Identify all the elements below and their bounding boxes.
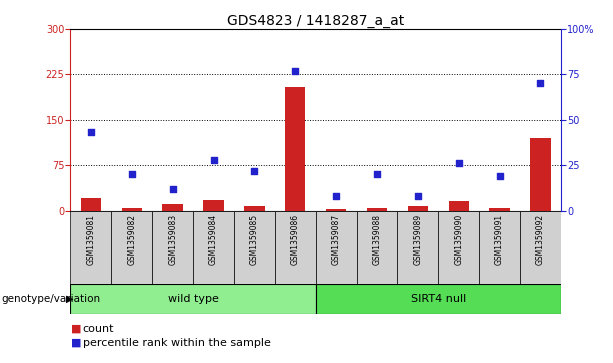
Text: SIRT4 null: SIRT4 null: [411, 294, 466, 304]
Text: GSM1359083: GSM1359083: [168, 213, 177, 265]
Bar: [193, 211, 234, 285]
Text: GSM1359087: GSM1359087: [332, 213, 341, 265]
Point: [413, 193, 423, 199]
Bar: [275, 211, 316, 285]
Text: GSM1359089: GSM1359089: [413, 213, 422, 265]
Text: GSM1359081: GSM1359081: [86, 213, 96, 265]
Bar: [357, 211, 397, 285]
Text: wild type: wild type: [168, 294, 218, 304]
Text: GSM1359090: GSM1359090: [454, 213, 463, 265]
Text: ▶: ▶: [66, 294, 74, 304]
Text: count: count: [83, 323, 114, 334]
Point: [208, 157, 218, 163]
Bar: [489, 208, 510, 211]
Bar: [81, 199, 101, 211]
Point: [331, 193, 341, 199]
Text: GSM1359092: GSM1359092: [536, 213, 545, 265]
Text: GSM1359085: GSM1359085: [250, 213, 259, 265]
Text: GSM1359084: GSM1359084: [209, 213, 218, 265]
Bar: [152, 211, 193, 285]
Bar: [326, 209, 346, 211]
Bar: [121, 208, 142, 211]
Point: [495, 173, 504, 179]
Point: [372, 171, 382, 177]
Point: [249, 168, 259, 174]
Bar: [112, 211, 152, 285]
Text: GSM1359082: GSM1359082: [128, 213, 136, 265]
Bar: [316, 211, 357, 285]
Bar: [530, 138, 550, 211]
Point: [291, 68, 300, 74]
Title: GDS4823 / 1418287_a_at: GDS4823 / 1418287_a_at: [227, 14, 405, 28]
Bar: [408, 206, 428, 211]
Bar: [204, 200, 224, 211]
Bar: [244, 206, 265, 211]
Text: GSM1359091: GSM1359091: [495, 213, 504, 265]
Text: genotype/variation: genotype/variation: [1, 294, 101, 304]
Bar: [397, 211, 438, 285]
Point: [127, 171, 137, 177]
Bar: [70, 284, 316, 314]
Bar: [438, 211, 479, 285]
Bar: [520, 211, 561, 285]
Text: GSM1359088: GSM1359088: [373, 213, 381, 265]
Text: ■: ■: [70, 323, 81, 334]
Point: [168, 186, 178, 192]
Bar: [162, 204, 183, 211]
Bar: [70, 211, 112, 285]
Bar: [285, 86, 305, 211]
Point: [536, 81, 546, 86]
Text: ■: ■: [70, 338, 81, 348]
Bar: [234, 211, 275, 285]
Text: GSM1359086: GSM1359086: [291, 213, 300, 265]
Bar: [367, 208, 387, 211]
Point: [454, 160, 463, 166]
Bar: [449, 201, 469, 211]
Text: percentile rank within the sample: percentile rank within the sample: [83, 338, 270, 348]
Bar: [316, 284, 561, 314]
Point: [86, 130, 96, 135]
Bar: [479, 211, 520, 285]
